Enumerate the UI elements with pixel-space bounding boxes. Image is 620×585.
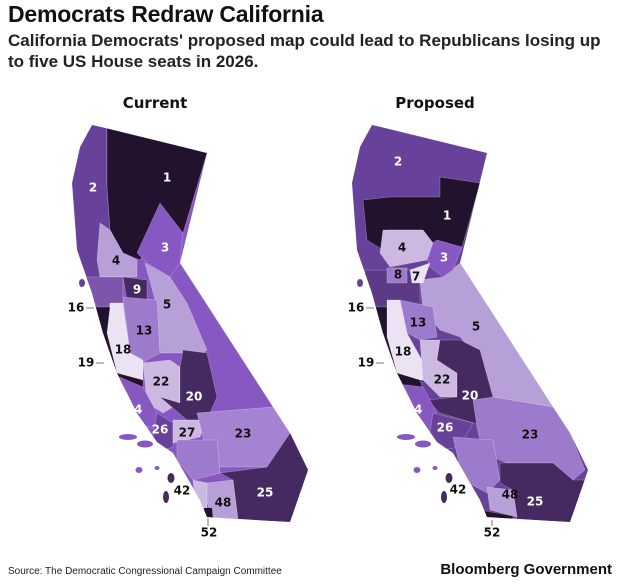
- proposed-map: Proposed: [348, 94, 588, 540]
- district-4-region: [379, 229, 434, 268]
- label-23: 23: [522, 428, 539, 442]
- district-25-region: [499, 462, 588, 522]
- label-18: 18: [395, 345, 412, 359]
- label-20: 20: [462, 389, 479, 403]
- label-27: 27: [179, 426, 196, 440]
- proposed-heading: Proposed: [395, 94, 475, 112]
- district-3-region: [136, 202, 184, 278]
- label-42: 42: [174, 484, 191, 498]
- label-24: 24: [126, 403, 143, 417]
- label-4: 4: [398, 241, 406, 255]
- coastal-district: [192, 479, 208, 521]
- label-8: 8: [394, 268, 402, 282]
- islands: [79, 279, 175, 503]
- district-8-region: [386, 267, 408, 284]
- page-subtitle: California Democrats' proposed map could…: [8, 31, 601, 71]
- current-map: Current: [68, 94, 308, 540]
- label-1: 1: [163, 171, 171, 185]
- label-19: 19: [78, 356, 95, 370]
- label-1: 1: [443, 209, 451, 223]
- los-angeles-districts: [176, 439, 221, 481]
- label-48: 48: [502, 488, 519, 502]
- district-4-region: [96, 222, 138, 278]
- label-20: 20: [186, 390, 203, 404]
- label-7: 7: [412, 270, 420, 284]
- label-19: 19: [358, 356, 375, 370]
- label-5: 5: [163, 298, 171, 312]
- proposed-district-labels: 2 1 4 3 8 7 13 5 18 22 20 24 26 23 42 48…: [348, 155, 544, 540]
- label-48: 48: [215, 496, 232, 510]
- source-note: Source: The Democratic Congressional Cam…: [8, 566, 282, 577]
- district-26-region: [152, 412, 174, 451]
- label-4: 4: [112, 254, 120, 268]
- label-2: 2: [394, 155, 402, 169]
- district-3-region: [422, 239, 463, 278]
- label-22: 22: [153, 375, 170, 389]
- label-26: 26: [152, 423, 169, 437]
- label-25: 25: [257, 486, 274, 500]
- page-title: Democrats Redraw California: [8, 1, 324, 27]
- district-52-region: [204, 508, 213, 520]
- current-district-labels: 1 2 3 4 9 5 13 18 22 20 24 26 27 23 25 4…: [68, 171, 274, 540]
- label-3: 3: [161, 241, 169, 255]
- label-16: 16: [348, 301, 365, 315]
- label-9: 9: [133, 283, 141, 297]
- islands: [357, 279, 453, 503]
- label-52: 52: [484, 526, 501, 540]
- label-24: 24: [406, 403, 423, 417]
- label-13: 13: [410, 316, 427, 330]
- district-48-region: [486, 486, 518, 518]
- label-16: 16: [68, 301, 85, 315]
- brand-logo: Bloomberg Government: [440, 561, 612, 578]
- district-1-region: [106, 126, 208, 261]
- label-42: 42: [450, 483, 467, 497]
- label-26: 26: [437, 421, 454, 435]
- label-23: 23: [235, 427, 252, 441]
- label-22: 22: [434, 373, 451, 387]
- district-27-region: [172, 419, 208, 444]
- label-13: 13: [136, 324, 153, 338]
- label-5: 5: [472, 320, 480, 334]
- district-7-region: [409, 262, 431, 284]
- label-2: 2: [89, 181, 97, 195]
- label-3: 3: [440, 251, 448, 265]
- label-52: 52: [201, 526, 218, 540]
- current-heading: Current: [123, 94, 188, 112]
- label-25: 25: [527, 495, 544, 509]
- label-18: 18: [115, 343, 132, 357]
